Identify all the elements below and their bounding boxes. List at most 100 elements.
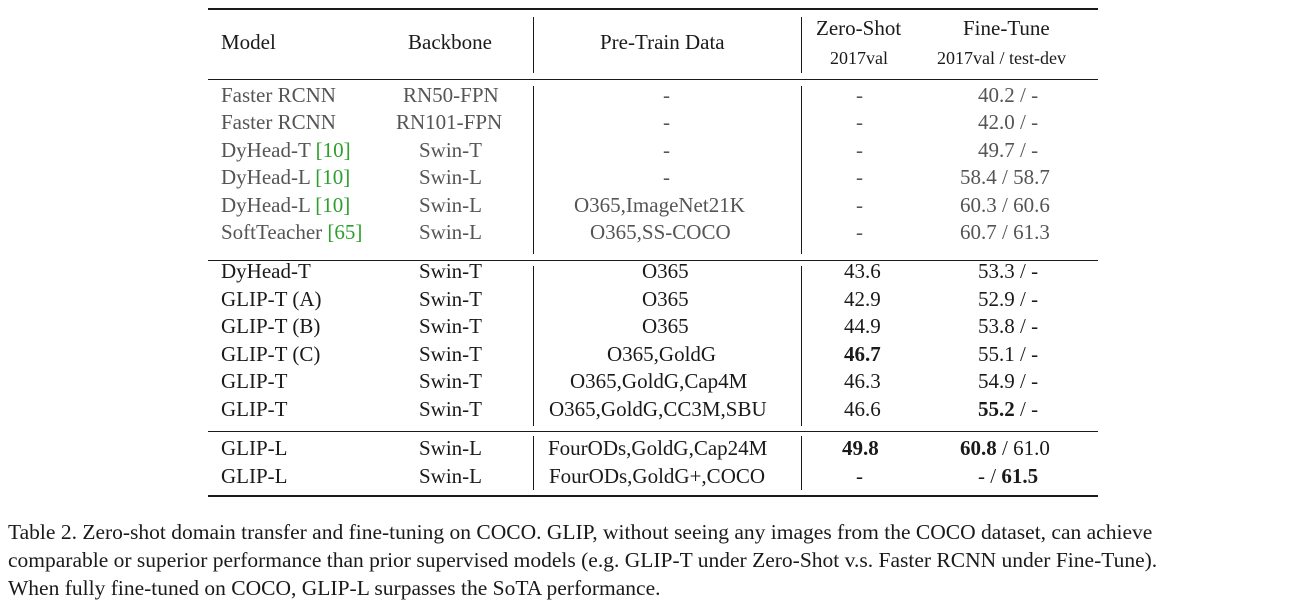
best-value: 55.2 <box>978 397 1015 421</box>
cell-pretrain: FourODs,GoldG+,COCO <box>549 464 766 488</box>
cell-zeroshot: 43.6 <box>844 259 881 283</box>
cell-finetune: 60.8 / 61.0 <box>960 436 1050 460</box>
cell-model: Faster RCNN <box>221 83 336 107</box>
citation-link[interactable]: [10] <box>315 138 351 162</box>
vrule-pretrain-left <box>533 266 534 426</box>
cell-pretrain: FourODs,GoldG,Cap24M <box>548 436 768 460</box>
model-name: Faster RCNN <box>221 110 336 134</box>
vrule-pretrain-right <box>801 86 802 254</box>
header-rule <box>208 79 1098 80</box>
cell-pretrain: O365,GoldG <box>607 342 717 366</box>
best-value: 60.8 <box>960 436 997 460</box>
model-name: DyHead-L <box>221 193 316 217</box>
cell-zeroshot: 46.7 <box>844 342 881 366</box>
caption-line: comparable or superior performance than … <box>8 548 1158 572</box>
results-table: Model Backbone Pre-Train Data Zero-Shot … <box>208 8 1098 498</box>
cell-model: DyHead-T <box>221 259 311 283</box>
cell-backbone: Swin-L <box>419 193 482 217</box>
cell-zeroshot: - <box>856 165 863 189</box>
finetune-rest: / 61.0 <box>996 436 1050 460</box>
model-name: SoftTeacher <box>221 220 328 244</box>
vrule-pretrain-right <box>801 436 802 490</box>
cell-model: DyHead-L [10] <box>221 165 350 189</box>
group-rule-2 <box>208 431 1098 432</box>
cell-backbone: Swin-T <box>419 259 482 283</box>
finetune-rest: / - <box>1014 397 1039 421</box>
citation-link[interactable]: [65] <box>327 220 363 244</box>
cell-pretrain: O365,SS-COCO <box>590 220 731 244</box>
cell-backbone: RN101-FPN <box>396 110 503 134</box>
cell-zeroshot: 42.9 <box>844 287 881 311</box>
cell-zeroshot: 49.8 <box>842 436 879 460</box>
cell-pretrain: - <box>663 83 670 107</box>
cell-zeroshot: - <box>856 220 863 244</box>
vrule-pretrain-left <box>533 86 534 254</box>
table-caption: Table 2. Zero-shot domain transfer and f… <box>8 518 1308 602</box>
cell-finetune: 60.7 / 61.3 <box>960 220 1050 244</box>
cell-model: GLIP-T (B) <box>221 314 321 338</box>
cell-finetune: 55.2 / - <box>978 397 1038 421</box>
model-name: DyHead-L <box>221 165 316 189</box>
cell-pretrain: - <box>663 138 670 162</box>
cell-backbone: Swin-L <box>419 436 482 460</box>
header-model: Model <box>221 30 276 54</box>
cell-zeroshot: - <box>856 110 863 134</box>
cell-model: SoftTeacher [65] <box>221 220 362 244</box>
cell-pretrain: - <box>663 110 670 134</box>
header-zeroshot: Zero-Shot <box>816 16 902 40</box>
cell-finetune: 58.4 / 58.7 <box>960 165 1050 189</box>
cell-finetune: 42.0 / - <box>978 110 1039 134</box>
cell-zeroshot: - <box>856 83 863 107</box>
cell-zeroshot: 44.9 <box>844 314 881 338</box>
caption-line: When fully fine-tuned on COCO, GLIP-L su… <box>8 576 661 600</box>
cell-model: GLIP-L <box>221 436 288 460</box>
cell-model: GLIP-T <box>221 369 288 393</box>
cell-model: Faster RCNN <box>221 110 336 134</box>
cell-model: GLIP-L <box>221 464 288 488</box>
cell-pretrain: O365,GoldG,Cap4M <box>570 369 748 393</box>
cell-backbone: Swin-T <box>419 287 482 311</box>
cell-finetune: 52.9 / - <box>978 287 1039 311</box>
cell-finetune: 60.3 / 60.6 <box>960 193 1050 217</box>
cell-model: GLIP-T <box>221 397 288 421</box>
vrule-pretrain-right <box>801 266 802 426</box>
cell-pretrain: O365,GoldG,CC3M,SBU <box>549 397 767 421</box>
header-pretrain: Pre-Train Data <box>600 30 725 54</box>
cell-backbone: Swin-T <box>419 397 482 421</box>
bottom-rule <box>208 495 1098 497</box>
cell-model: GLIP-T (A) <box>221 287 322 311</box>
cell-finetune: 53.3 / - <box>978 259 1039 283</box>
cell-pretrain: O365 <box>642 314 689 338</box>
cell-backbone: Swin-L <box>419 464 482 488</box>
cell-backbone: RN50-FPN <box>403 83 499 107</box>
cell-backbone: Swin-T <box>419 138 482 162</box>
model-name: DyHead-T <box>221 138 316 162</box>
cell-backbone: Swin-L <box>419 165 482 189</box>
cell-finetune: 54.9 / - <box>978 369 1039 393</box>
cell-zeroshot: 46.6 <box>844 397 881 421</box>
model-name: Faster RCNN <box>221 83 336 107</box>
finetune-pre: - / <box>978 464 1002 488</box>
citation-link[interactable]: [10] <box>315 165 351 189</box>
cell-backbone: Swin-L <box>419 220 482 244</box>
group-rule-1 <box>208 260 1098 261</box>
cell-zeroshot: - <box>856 138 863 162</box>
cell-pretrain: O365,ImageNet21K <box>574 193 745 217</box>
cell-pretrain: O365 <box>642 259 689 283</box>
cell-finetune: 53.8 / - <box>978 314 1039 338</box>
vrule-pretrain-left <box>533 17 534 73</box>
caption-line: Table 2. Zero-shot domain transfer and f… <box>8 520 1153 544</box>
cell-backbone: Swin-T <box>419 314 482 338</box>
cell-finetune: 55.1 / - <box>978 342 1039 366</box>
cell-zeroshot: - <box>856 464 863 488</box>
cell-model: DyHead-L [10] <box>221 193 350 217</box>
cell-finetune: 49.7 / - <box>978 138 1039 162</box>
cell-model: DyHead-T [10] <box>221 138 351 162</box>
header-finetune-sub: 2017val / test-dev <box>937 48 1066 68</box>
header-zeroshot-sub: 2017val <box>830 48 888 68</box>
citation-link[interactable]: [10] <box>315 193 351 217</box>
cell-model: GLIP-T (C) <box>221 342 321 366</box>
vrule-pretrain-left <box>533 436 534 490</box>
cell-finetune: 40.2 / - <box>978 83 1039 107</box>
cell-zeroshot: 46.3 <box>844 369 881 393</box>
